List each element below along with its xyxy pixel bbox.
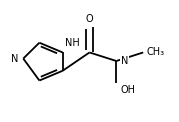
Text: O: O: [86, 14, 93, 24]
Text: CH₃: CH₃: [147, 47, 165, 57]
Text: N: N: [121, 56, 128, 66]
Text: OH: OH: [121, 85, 136, 95]
Text: NH: NH: [65, 38, 80, 48]
Text: N: N: [11, 54, 19, 64]
